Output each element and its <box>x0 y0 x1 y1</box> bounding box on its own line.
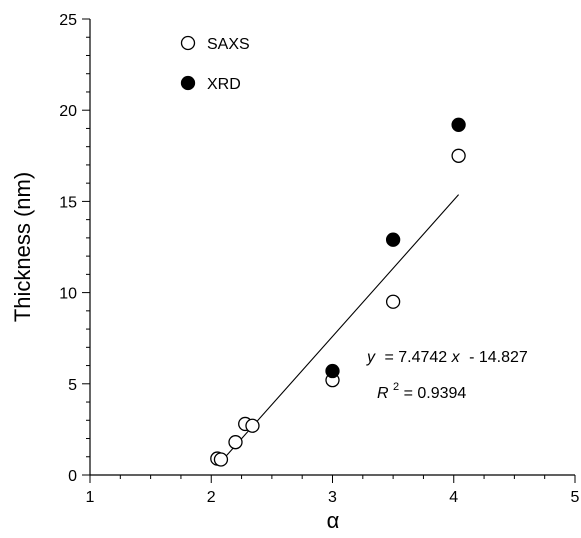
legend-label-xrd: XRD <box>207 76 241 93</box>
x-axis-title: α <box>327 508 340 533</box>
data-point-saxs <box>385 294 401 309</box>
y-tick-label: 10 <box>59 286 77 303</box>
data-point-saxs <box>245 418 260 433</box>
y-tick-label: 0 <box>68 468 77 485</box>
y-tick-label: 15 <box>59 194 77 211</box>
y-tick-label: 20 <box>59 103 77 120</box>
y-tick-label: 5 <box>68 377 77 394</box>
regression-line <box>222 194 460 460</box>
data-point-xrd <box>325 363 340 379</box>
axis-tick-labels: 1 2 3 4 5 0 5 10 15 20 25 <box>59 12 579 506</box>
fit-equation: y = 7.4742 x - 14.827 <box>366 349 528 366</box>
data-point-saxs <box>451 148 466 163</box>
data-point-xrd <box>451 117 466 132</box>
x-tick-label: 5 <box>571 489 580 506</box>
x-tick-label: 3 <box>328 489 337 506</box>
legend-marker-xrd <box>180 75 196 91</box>
legend-label-saxs: SAXS <box>207 36 250 53</box>
data-point-saxs <box>213 452 229 467</box>
y-tick-label: 25 <box>59 12 77 29</box>
data-point-saxs <box>228 435 243 450</box>
legend-marker-saxs <box>180 35 196 51</box>
data-point-xrd <box>385 232 401 247</box>
fit-r-squared: R 2 = 0.9394 <box>377 377 466 402</box>
x-tick-label: 1 <box>86 489 95 506</box>
y-axis-title: Thickness (nm) <box>10 172 35 322</box>
legend: SAXS XRD <box>180 35 250 93</box>
data-points <box>210 117 466 467</box>
x-tick-label: 2 <box>207 489 216 506</box>
x-tick-label: 4 <box>449 489 458 506</box>
axis-ticks <box>82 18 576 483</box>
